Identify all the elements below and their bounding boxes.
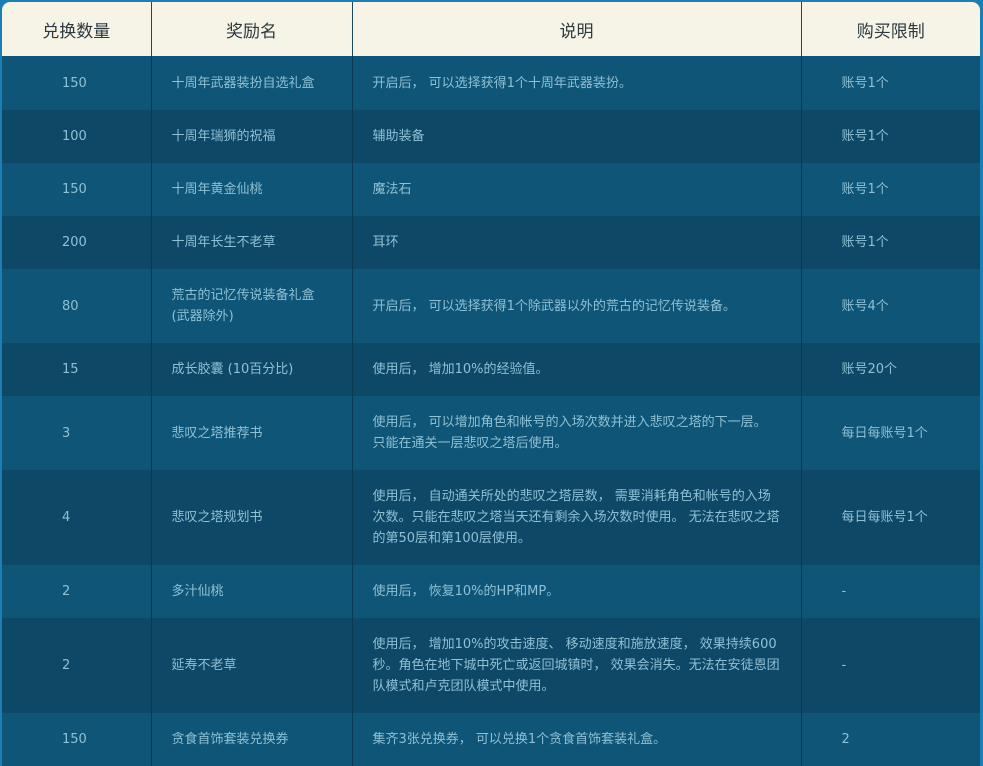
table-row: 150 十周年黄金仙桃 魔法石 账号1个: [2, 163, 980, 216]
purchase-limit-cell: 账号1个: [801, 163, 980, 216]
quantity-cell: 80: [2, 269, 152, 343]
table-row: 2 延寿不老草 使用后， 增加10%的攻击速度、 移动速度和施放速度， 效果持续60…: [2, 618, 980, 713]
description-cell: 开启后， 可以选择获得1个除武器以外的荒古的记忆传说装备。: [352, 269, 802, 343]
reward-name-cell: 十周年黄金仙桃: [151, 163, 353, 216]
description-cell: 使用后， 自动通关所处的悲叹之塔层数， 需要消耗角色和帐号的入场次数。只能在悲叹…: [352, 470, 802, 565]
purchase-limit-cell: 2: [801, 713, 980, 766]
header-reward-name: 奖励名: [151, 2, 353, 56]
description-cell: 使用后， 恢复10%的HP和MP。: [352, 565, 802, 618]
table-row: 4 悲叹之塔规划书 使用后， 自动通关所处的悲叹之塔层数， 需要消耗角色和帐号的入场…: [2, 470, 980, 565]
table-row: 2 多汁仙桃 使用后， 恢复10%的HP和MP。 -: [2, 565, 980, 618]
table-row: 200 十周年长生不老草 耳环 账号1个: [2, 216, 980, 269]
quantity-cell: 4: [2, 470, 152, 565]
quantity-cell: 15: [2, 343, 152, 396]
description-cell: 开启后， 可以选择获得1个十周年武器装扮。: [352, 56, 802, 110]
purchase-limit-cell: 账号1个: [801, 216, 980, 269]
description-cell: 耳环: [352, 216, 802, 269]
reward-name-cell: 荒古的记忆传说装备礼盒(武器除外): [151, 269, 353, 343]
purchase-limit-cell: 每日每账号1个: [801, 396, 980, 470]
quantity-cell: 200: [2, 216, 152, 269]
description-cell: 辅助装备: [352, 110, 802, 163]
reward-name-cell: 悲叹之塔规划书: [151, 470, 353, 565]
table-row: 3 悲叹之塔推荐书 使用后， 可以增加角色和帐号的入场次数并进入悲叹之塔的下一层。 …: [2, 396, 980, 470]
reward-name-cell: 成长胶囊 (10百分比): [151, 343, 353, 396]
table-row: 100 十周年瑞狮的祝福 辅助装备 账号1个: [2, 110, 980, 163]
table-row: 80 荒古的记忆传说装备礼盒(武器除外) 开启后， 可以选择获得1个除武器以外的荒古…: [2, 269, 980, 343]
header-purchase-limit: 购买限制: [801, 2, 980, 56]
reward-name-cell: 悲叹之塔推荐书: [151, 396, 353, 470]
reward-name-cell: 十周年瑞狮的祝福: [151, 110, 353, 163]
reward-name-cell: 十周年长生不老草: [151, 216, 353, 269]
table-row: 15 成长胶囊 (10百分比) 使用后， 增加10%的经验值。 账号20个: [2, 343, 980, 396]
quantity-cell: 2: [2, 565, 152, 618]
table-row: 150 十周年武器装扮自选礼盒 开启后， 可以选择获得1个十周年武器装扮。 账号1个: [2, 56, 980, 110]
table-row: 150 贪食首饰套装兑换券 集齐3张兑换券， 可以兑换1个贪食首饰套装礼盒。 2: [2, 713, 980, 766]
description-cell: 集齐3张兑换券， 可以兑换1个贪食首饰套装礼盒。: [352, 713, 802, 766]
reward-name-cell: 多汁仙桃: [151, 565, 353, 618]
reward-name-cell: 十周年武器装扮自选礼盒: [151, 56, 353, 110]
purchase-limit-cell: -: [801, 565, 980, 618]
description-cell: 魔法石: [352, 163, 802, 216]
purchase-limit-cell: 账号4个: [801, 269, 980, 343]
quantity-cell: 100: [2, 110, 152, 163]
quantity-cell: 3: [2, 396, 152, 470]
description-cell: 使用后， 增加10%的攻击速度、 移动速度和施放速度， 效果持续600秒。角色在…: [352, 618, 802, 713]
quantity-cell: 150: [2, 56, 152, 110]
reward-name-cell: 延寿不老草: [151, 618, 353, 713]
description-cell: 使用后， 增加10%的经验值。: [352, 343, 802, 396]
purchase-limit-cell: 账号1个: [801, 56, 980, 110]
table-header-row: 兑换数量 奖励名 说明 购买限制: [2, 2, 980, 56]
purchase-limit-cell: 账号1个: [801, 110, 980, 163]
quantity-cell: 150: [2, 163, 152, 216]
purchase-limit-cell: -: [801, 618, 980, 713]
quantity-cell: 2: [2, 618, 152, 713]
header-description: 说明: [352, 2, 802, 56]
purchase-limit-cell: 账号20个: [801, 343, 980, 396]
description-cell: 使用后， 可以增加角色和帐号的入场次数并进入悲叹之塔的下一层。 只能在通关一层悲…: [352, 396, 802, 470]
reward-name-cell: 贪食首饰套装兑换券: [151, 713, 353, 766]
quantity-cell: 150: [2, 713, 152, 766]
purchase-limit-cell: 每日每账号1个: [801, 470, 980, 565]
header-quantity: 兑换数量: [2, 2, 152, 56]
